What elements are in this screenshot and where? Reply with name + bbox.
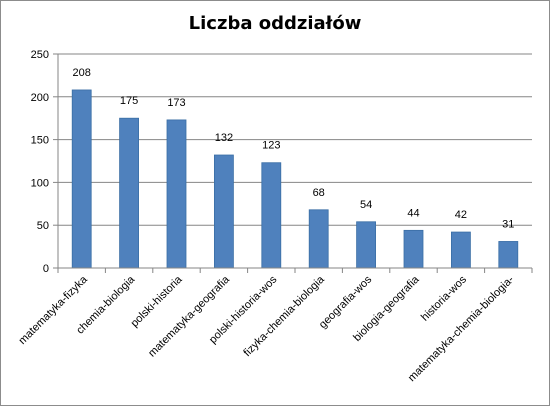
y-tick-label: 100 (31, 177, 49, 189)
bar-matematyka-fizyka (71, 89, 92, 269)
x-tick-label: fizyka-chemia-biologia (241, 273, 327, 359)
data-label: 44 (407, 207, 419, 219)
gridlines (58, 53, 532, 226)
y-tick-label: 150 (31, 135, 49, 147)
bar-polski-historia-wos (261, 162, 282, 269)
x-tick-label: matematyka-fizyka (16, 273, 90, 347)
x-tick-label: historia-wos (419, 273, 469, 323)
bar-chemia-biologia (119, 117, 139, 269)
data-label: 68 (313, 187, 325, 199)
bar-historia-wos (450, 231, 471, 269)
axes (53, 53, 533, 273)
data-label: 123 (262, 140, 280, 152)
bars (71, 89, 519, 269)
x-tick-label: matematyka-chemia-biologia- (406, 273, 517, 384)
bar-matematyka-geografia (213, 154, 234, 269)
data-label: 54 (360, 199, 372, 211)
data-label: 31 (502, 218, 514, 230)
y-tick-label: 50 (37, 220, 49, 232)
bar-biologia-geografia (403, 229, 424, 269)
y-tick-label: 0 (43, 263, 49, 275)
data-label: 132 (215, 132, 233, 144)
x-tick-label: matematyka-geografia (146, 273, 232, 359)
bar-fizyka-chemia-biologia (308, 209, 329, 269)
data-label: 175 (120, 95, 138, 107)
bar-polski-historia (166, 119, 187, 269)
data-label: 208 (73, 67, 91, 79)
chart-title: Liczba oddziałów (188, 13, 362, 34)
data-label: 173 (167, 97, 185, 109)
bar-matematyka-chemia-biologia- (498, 241, 519, 269)
bar-geografia-wos (356, 221, 377, 269)
y-tick-label: 250 (31, 49, 49, 61)
y-tick-label: 200 (31, 92, 49, 104)
data-label: 42 (455, 209, 467, 221)
